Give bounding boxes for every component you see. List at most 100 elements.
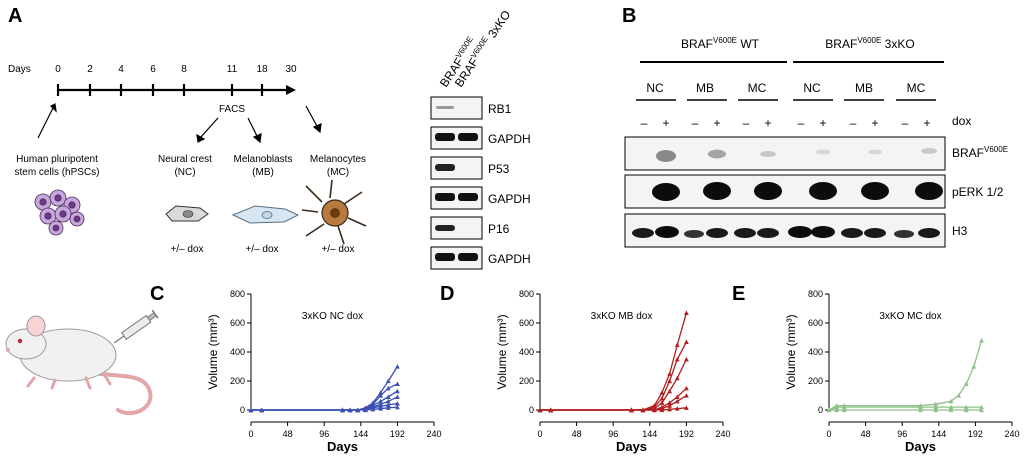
blot-b-band [754, 182, 782, 200]
data-point [948, 407, 954, 413]
blot-a-strip [430, 186, 483, 210]
blot-b-dox-plus: + [764, 116, 771, 130]
data-point [918, 407, 923, 413]
blot-a-band [436, 106, 454, 109]
blot-b-dox-label: dox [952, 114, 971, 128]
blot-a-row-label: P16 [488, 222, 510, 236]
blot-b-band [734, 228, 756, 238]
data-point [684, 310, 689, 315]
x-tick-label: 192 [968, 429, 983, 439]
data-point [834, 407, 840, 413]
blot-b-celltype-label: MC [907, 81, 926, 95]
timeline-days-label: Days [8, 64, 31, 75]
data-point [651, 407, 657, 413]
blot-b-band [656, 150, 676, 162]
data-point [355, 407, 361, 413]
panel-label-c: C [150, 283, 164, 305]
neural-crest-cell-icon [165, 205, 209, 222]
blot-b-band [757, 228, 779, 238]
data-point [659, 407, 665, 413]
data-point [667, 371, 673, 376]
y-tick-label: 800 [230, 289, 245, 299]
blot-b-celltype-label: MB [855, 81, 873, 95]
y-tick-label: 200 [519, 376, 534, 386]
mb-arrow [247, 117, 259, 139]
x-tick-label: 0 [537, 429, 542, 439]
data-point [385, 378, 391, 384]
blot-a-band [458, 193, 478, 201]
series-line [540, 359, 687, 411]
series-line [540, 394, 687, 411]
data-point [841, 404, 847, 410]
melanoblast-cell-icon [231, 205, 300, 224]
data-point [667, 388, 673, 394]
series-line [540, 312, 688, 411]
blot-a-strip [430, 126, 483, 150]
data-point [933, 401, 939, 407]
data-point [684, 385, 689, 391]
blot-b-dox-plus: + [819, 116, 826, 130]
blot-b-dox-plus: + [871, 116, 878, 130]
data-point [684, 339, 689, 344]
blot-b-band [703, 182, 731, 200]
blot-b-band [864, 228, 886, 238]
blot-a-strip [430, 246, 483, 270]
blot-b-band [760, 151, 776, 157]
blot-a-band [435, 164, 455, 171]
blot-b-band [632, 228, 654, 238]
blot-b-row3-label: H3 [952, 224, 968, 238]
y-axis-label: Volume (mm³) [206, 314, 220, 389]
hpsc-arrow-head [49, 103, 57, 113]
data-point [979, 338, 984, 343]
data-point [385, 385, 391, 391]
x-axis-label: Days [327, 439, 358, 454]
blot-b-band [788, 226, 812, 238]
data-point [948, 404, 954, 410]
y-tick-label: 200 [230, 376, 245, 386]
nc-dox-label: +/– dox [170, 244, 203, 255]
data-point [674, 342, 680, 347]
blot-a-band [435, 193, 455, 201]
blot-b-strip [624, 136, 946, 171]
timeline-day-label: 11 [227, 64, 238, 75]
blot-a-row-label: P53 [488, 162, 510, 176]
data-point [395, 388, 400, 394]
mc-label-line2: (MC) [327, 167, 349, 178]
timeline-day-label: 4 [118, 64, 124, 75]
data-point [395, 381, 400, 386]
data-point [834, 404, 840, 410]
blot-b-dox-minus: – [850, 116, 857, 130]
blot-a-row-label: GAPDH [488, 252, 531, 266]
differentiation-arrows [37, 103, 322, 144]
data-point [963, 381, 969, 386]
data-point [548, 407, 554, 413]
data-point [378, 406, 384, 411]
blot-b-group2-header: BRAFV600E 3xKO [825, 36, 914, 51]
x-tick-label: 144 [353, 429, 368, 439]
y-axis-label: Volume (mm³) [784, 314, 798, 389]
data-point [963, 404, 969, 410]
mc-arrow [305, 105, 319, 129]
data-point [385, 398, 391, 404]
timeline-day-label: 6 [150, 64, 156, 75]
melanocyte-cell-icon [301, 179, 367, 245]
blot-b-row2-label: pERK 1/2 [952, 185, 1004, 199]
series-line [251, 406, 398, 411]
data-point [979, 407, 984, 413]
chart-title: 3xKO MC dox [879, 311, 941, 322]
data-point [971, 364, 977, 369]
x-tick-label: 192 [679, 429, 694, 439]
x-axis-label: Days [616, 439, 647, 454]
facs-label: FACS [219, 104, 245, 115]
blot-b-band [652, 183, 680, 201]
data-point [385, 402, 391, 408]
hpsc-cluster-icon [34, 189, 85, 236]
y-tick-label: 800 [808, 289, 823, 299]
nc-label-line1: Neural crest [158, 154, 212, 165]
blot-a-row-label: RB1 [488, 102, 512, 116]
blot-b-band [684, 230, 704, 238]
data-point [933, 407, 939, 413]
y-tick-label: 600 [230, 318, 245, 328]
mb-label-line2: (MB) [252, 167, 274, 178]
